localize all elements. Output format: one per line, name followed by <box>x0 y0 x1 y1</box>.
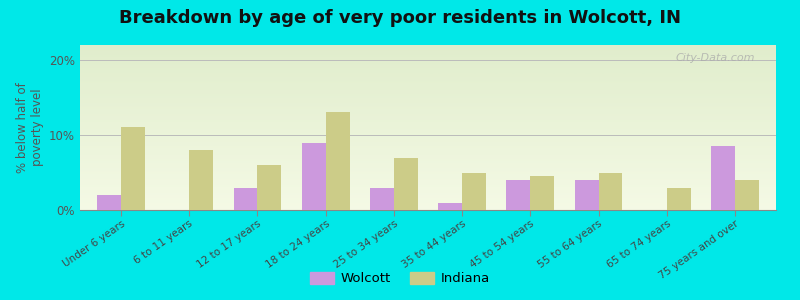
Bar <box>462 172 486 210</box>
Bar <box>530 176 554 210</box>
Bar <box>370 188 394 210</box>
Bar <box>667 188 690 210</box>
Legend: Wolcott, Indiana: Wolcott, Indiana <box>305 266 495 290</box>
Text: City-Data.com: City-Data.com <box>676 53 755 63</box>
Bar <box>735 180 759 210</box>
Bar <box>711 146 735 210</box>
Bar <box>121 128 145 210</box>
Bar <box>302 142 326 210</box>
Bar <box>574 180 598 210</box>
Bar <box>258 165 282 210</box>
Bar <box>506 180 530 210</box>
Bar <box>97 195 121 210</box>
Bar <box>234 188 258 210</box>
Text: Breakdown by age of very poor residents in Wolcott, IN: Breakdown by age of very poor residents … <box>119 9 681 27</box>
Bar <box>326 112 350 210</box>
Bar <box>394 158 418 210</box>
Y-axis label: % below half of
poverty level: % below half of poverty level <box>15 82 43 173</box>
Bar <box>438 202 462 210</box>
Bar <box>598 172 622 210</box>
Bar <box>189 150 213 210</box>
